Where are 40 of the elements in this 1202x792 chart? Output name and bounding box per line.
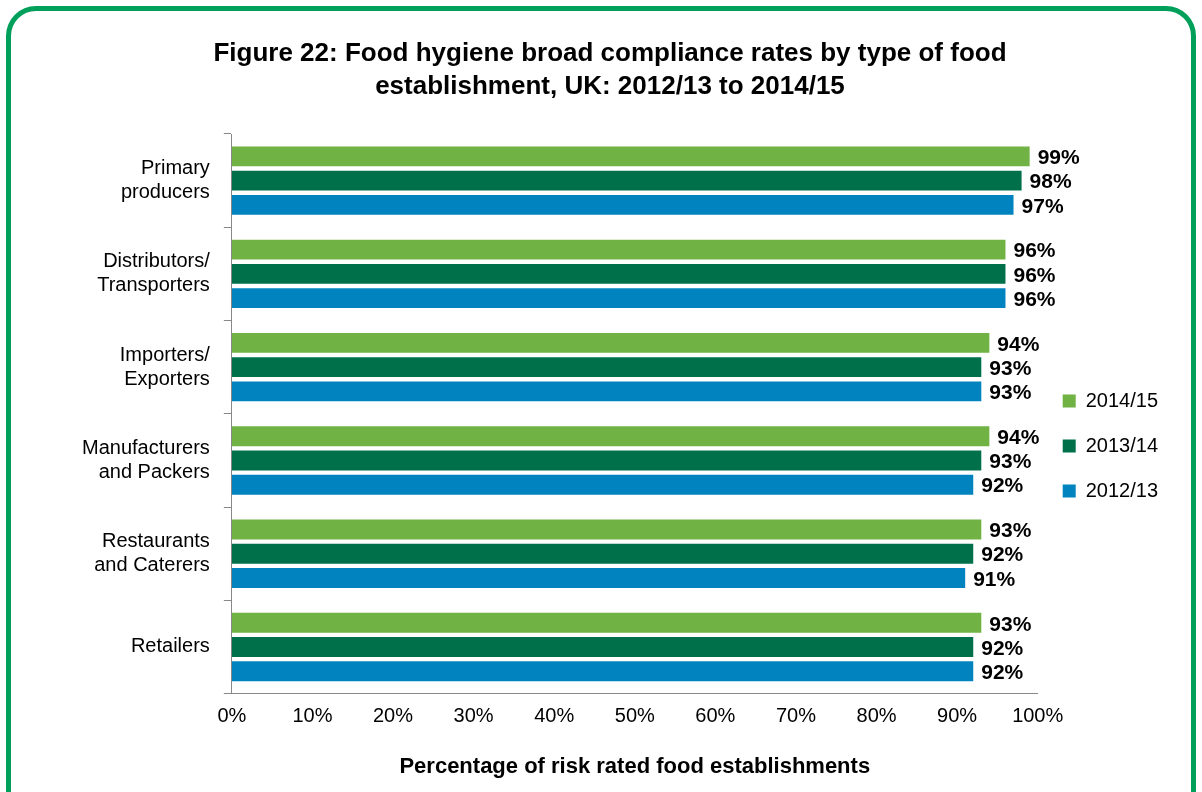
x-axis-title: Percentage of risk rated food establishments: [399, 752, 871, 778]
chart-title: Figure 22: Food hygiene broad compliance rates by type of food establishment, UK: 2012/13 to 2014/15: [212, 36, 1008, 102]
data-label: 93%: [989, 380, 1032, 404]
data-label: 93%: [989, 449, 1032, 473]
data-label: 92%: [981, 542, 1024, 566]
y-tick-label: Distributors/Transporters: [97, 249, 211, 296]
data-label: 92%: [981, 635, 1024, 659]
data-label: 92%: [981, 660, 1024, 684]
y-tick-label: Primary producers: [120, 156, 210, 203]
data-label: 92%: [981, 473, 1024, 497]
data-label: 93%: [989, 518, 1032, 542]
data-label: 98%: [1029, 169, 1072, 193]
y-tick-label: Manufacturers and Packers: [81, 435, 210, 482]
x-tick-label: 40%: [534, 704, 575, 727]
x-tick-label: 0%: [217, 704, 247, 727]
data-label: 96%: [1013, 238, 1056, 262]
data-label: 93%: [989, 611, 1032, 635]
x-tick-label: 50%: [614, 704, 655, 727]
x-tick-label: 30%: [453, 704, 494, 727]
data-label: 97%: [1021, 193, 1064, 217]
data-label: 91%: [973, 566, 1016, 590]
x-tick-label: 90%: [937, 704, 978, 727]
y-tick-label: Retailers: [130, 634, 210, 657]
y-tick-label: Importers/Exporters: [119, 342, 211, 389]
x-tick-label: 10%: [292, 704, 333, 727]
x-tick-label: 100%: [1012, 704, 1064, 727]
data-label: 96%: [1013, 286, 1056, 310]
x-tick-label: 70%: [775, 704, 817, 727]
legend-label: 2013/14: [1085, 433, 1158, 456]
y-tick-label: Restaurants and Caterers: [94, 529, 210, 576]
x-tick-label: 60%: [695, 704, 736, 727]
x-tick-label: 20%: [372, 704, 414, 727]
data-label: 96%: [1013, 262, 1056, 286]
legend-label: 2014/15: [1085, 388, 1158, 411]
legend-label: 2012/13: [1085, 478, 1158, 501]
data-label: 99%: [1037, 145, 1080, 169]
data-label: 93%: [989, 355, 1032, 379]
x-tick-label: 80%: [856, 704, 897, 727]
data-label: 94%: [997, 424, 1040, 448]
data-label: 94%: [997, 331, 1040, 355]
